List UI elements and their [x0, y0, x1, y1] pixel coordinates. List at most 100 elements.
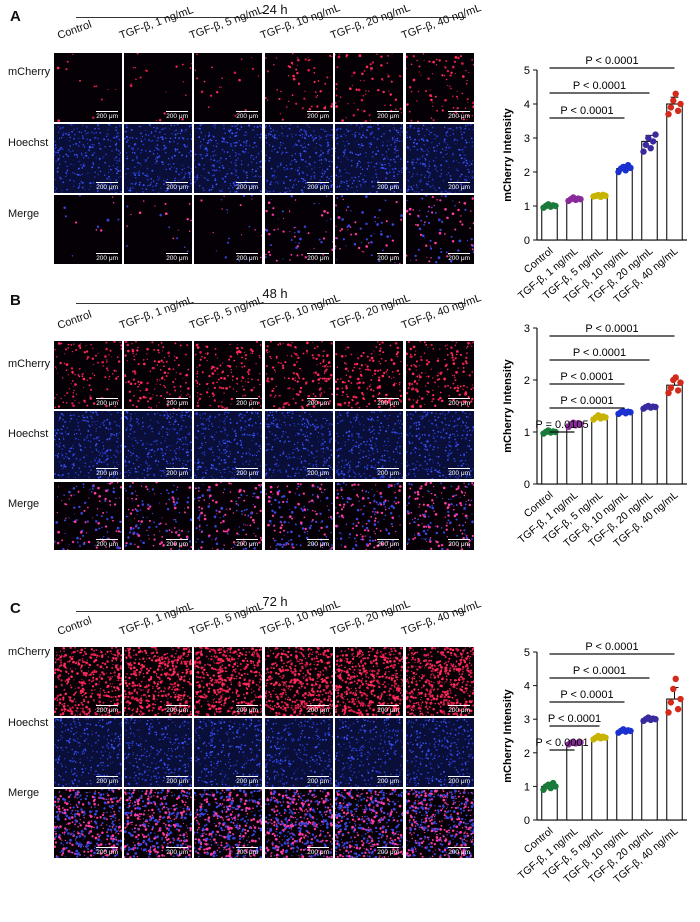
data-point	[668, 385, 674, 391]
micrograph-hoechst: 200 μm	[406, 411, 474, 479]
data-point	[677, 101, 683, 107]
micrograph-mcherry: 200 μm	[335, 647, 403, 716]
scale-bar-label: 200 μm	[307, 184, 329, 191]
micrograph-mcherry: 200 μm	[265, 53, 333, 122]
timepoint-title: 24 h	[80, 2, 470, 17]
micrograph-hoechst: 200 μm	[124, 718, 192, 787]
y-tick-label: 2	[524, 167, 530, 179]
data-point	[670, 97, 676, 103]
row-label: Merge	[8, 787, 39, 799]
scale-bar-label: 200 μm	[377, 255, 399, 262]
row-label: Hoechst	[8, 428, 48, 440]
scale-bar-label: 200 μm	[448, 849, 470, 856]
data-point	[552, 783, 558, 789]
scale-bar: 200 μm	[166, 847, 188, 856]
scale-bar: 200 μm	[166, 705, 188, 714]
scale-bar: 200 μm	[166, 253, 188, 262]
scale-bar-label: 200 μm	[448, 707, 470, 714]
data-point	[668, 699, 674, 705]
data-point	[552, 203, 558, 209]
scale-bar-label: 200 μm	[96, 184, 118, 191]
data-point	[665, 111, 671, 117]
micrograph-merge: 200 μm	[265, 789, 333, 858]
data-point	[673, 374, 679, 380]
micrograph-mcherry: 200 μm	[124, 647, 192, 716]
micrograph-merge: 200 μm	[335, 789, 403, 858]
micrograph-merge: 200 μm	[265, 195, 333, 264]
scale-bar: 200 μm	[307, 705, 329, 714]
scale-bar: 200 μm	[166, 111, 188, 120]
bar	[592, 417, 608, 484]
significance-label: P = 0.0105	[535, 419, 588, 431]
scale-bar: 200 μm	[377, 398, 399, 407]
scale-bar: 200 μm	[96, 847, 118, 856]
bar	[642, 141, 658, 240]
scale-bar-label: 200 μm	[307, 707, 329, 714]
significance-label: P < 0.0001	[573, 665, 626, 677]
scale-bar-label: 200 μm	[448, 470, 470, 477]
scale-bar-label: 200 μm	[96, 400, 118, 407]
scale-bar: 200 μm	[96, 539, 118, 548]
bar	[592, 738, 608, 820]
scale-bar-label: 200 μm	[166, 778, 188, 785]
scale-bar: 200 μm	[96, 398, 118, 407]
micrograph-mcherry: 200 μm	[54, 53, 122, 122]
data-point	[675, 387, 681, 393]
bar	[542, 432, 558, 484]
scale-bar-label: 200 μm	[377, 400, 399, 407]
row-label: mCherry	[8, 358, 50, 370]
scale-bar-label: 200 μm	[448, 113, 470, 120]
scale-bar: 200 μm	[236, 468, 258, 477]
micrograph-hoechst: 200 μm	[54, 411, 122, 479]
data-point	[677, 696, 683, 702]
column-label: Control	[56, 19, 93, 42]
data-point	[673, 676, 679, 682]
micrograph-hoechst: 200 μm	[406, 124, 474, 193]
data-point	[675, 108, 681, 114]
micrograph-merge: 200 μm	[335, 482, 403, 550]
micrograph-mcherry: 200 μm	[406, 53, 474, 122]
micrograph-merge: 200 μm	[406, 195, 474, 264]
significance-label: P < 0.0001	[560, 371, 613, 383]
scale-bar-label: 200 μm	[166, 541, 188, 548]
scale-bar: 200 μm	[448, 776, 470, 785]
scale-bar-label: 200 μm	[236, 849, 258, 856]
timepoint-title: 48 h	[80, 286, 470, 301]
scale-bar-label: 200 μm	[307, 778, 329, 785]
scale-bar: 200 μm	[448, 705, 470, 714]
panel-label: A	[10, 8, 21, 25]
micrograph-merge: 200 μm	[406, 789, 474, 858]
data-point	[677, 379, 683, 385]
data-point	[668, 104, 674, 110]
scale-bar-label: 200 μm	[377, 470, 399, 477]
scale-bar-label: 200 μm	[236, 778, 258, 785]
y-tick-label: 5	[524, 647, 530, 659]
y-tick-label: 3	[524, 714, 530, 726]
micrograph-merge: 200 μm	[335, 195, 403, 264]
significance-label: P < 0.0001	[560, 105, 613, 117]
data-point	[627, 728, 633, 734]
micrograph-mcherry: 200 μm	[124, 341, 192, 409]
y-tick-label: 3	[524, 323, 530, 335]
scale-bar: 200 μm	[448, 253, 470, 262]
scale-bar: 200 μm	[236, 847, 258, 856]
micrograph-mcherry: 200 μm	[194, 647, 262, 716]
scale-bar-label: 200 μm	[307, 541, 329, 548]
scale-bar: 200 μm	[96, 705, 118, 714]
data-point	[652, 716, 658, 722]
micrograph-mcherry: 200 μm	[335, 341, 403, 409]
scale-bar-label: 200 μm	[307, 255, 329, 262]
scale-bar: 200 μm	[448, 539, 470, 548]
scale-bar-label: 200 μm	[166, 184, 188, 191]
significance-label: P < 0.0001	[573, 80, 626, 92]
scale-bar: 200 μm	[307, 847, 329, 856]
data-point	[640, 148, 646, 154]
scale-bar-label: 200 μm	[96, 255, 118, 262]
scale-bar-label: 200 μm	[236, 255, 258, 262]
significance-label: P < 0.0001	[560, 395, 613, 407]
scale-bar: 200 μm	[96, 468, 118, 477]
scale-bar-label: 200 μm	[166, 707, 188, 714]
